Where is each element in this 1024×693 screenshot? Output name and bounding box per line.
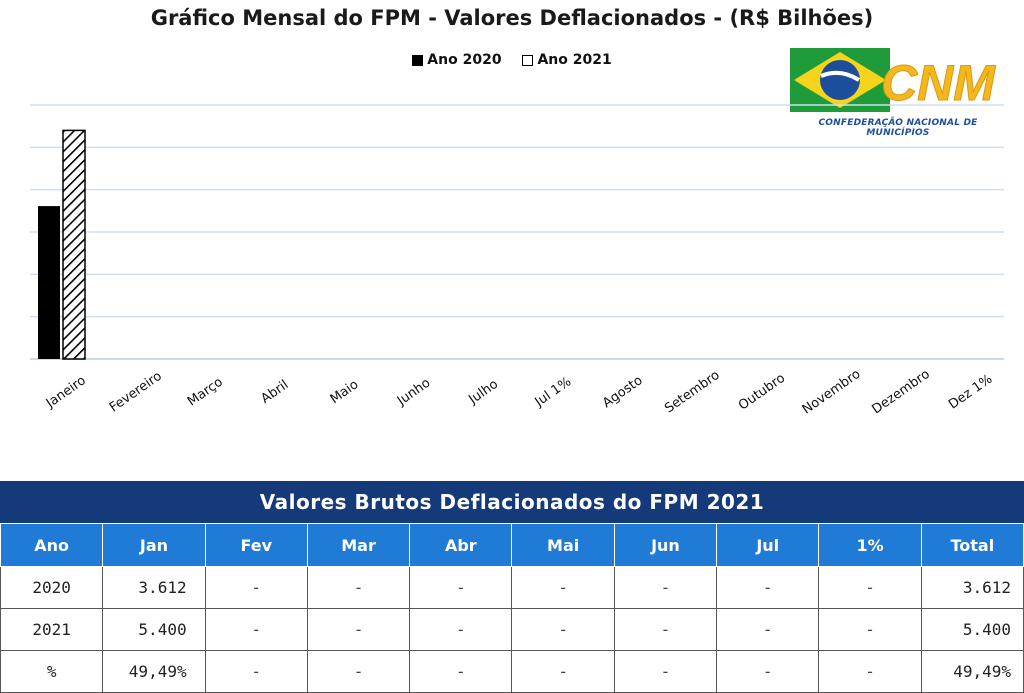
table-cell: - — [716, 566, 820, 609]
table-cell: - — [306, 608, 411, 651]
table-header-jul: Jul — [716, 523, 820, 567]
chart-grid — [30, 104, 1004, 360]
table-header-jun: Jun — [613, 523, 718, 567]
legend-label-2021: Ano 2021 — [537, 52, 612, 68]
table-cell: 3.612 — [920, 566, 1024, 609]
cnm-logo: CNM CONFEDERAÇÃO NACIONAL DE MUNICÍPIOS — [788, 40, 1008, 138]
bar-ano-2021-janeiro — [62, 129, 86, 360]
x-tick-label: Abril — [258, 377, 291, 406]
table-cell: 5.400 — [102, 608, 206, 651]
table-cell: - — [613, 566, 718, 609]
table-cell: - — [306, 650, 411, 693]
table-header-ano: Ano — [0, 523, 104, 567]
flag-band — [820, 70, 861, 82]
cnm-logo-graphic: CNM — [790, 48, 997, 112]
table-cell: 5.400 — [920, 608, 1024, 651]
table-cell: - — [204, 650, 308, 693]
legend-swatch-2020 — [412, 54, 424, 66]
table-header-mai: Mai — [511, 523, 615, 567]
table-title: Valores Brutos Deflacionados do FPM 2021 — [0, 481, 1024, 523]
chart-title: Gráfico Mensal do FPM - Valores Deflacio… — [150, 6, 874, 30]
table-body: 2020 3.612- - - - - - -3.612 2021 5.400- - - - - - -5.4… — [0, 566, 1024, 693]
table-header-row: Ano Jan Fev Mar Abr Mai Jun Jul 1% Total — [0, 523, 1024, 567]
table-cell: - — [511, 566, 615, 609]
table-cell: - — [818, 566, 922, 609]
x-tick-label: Jul 1% — [532, 374, 575, 410]
chart-legend: Ano 2020 Ano 2021 — [0, 52, 1024, 68]
x-tick-label: Janeiro — [43, 373, 89, 412]
x-tick-label: Dezembro — [869, 367, 932, 418]
table-cell: - — [716, 608, 820, 651]
bar-chart: Janeiro Fevereiro Março Abril Maio Junho Julho… — [30, 104, 1004, 418]
chart-bars — [38, 129, 86, 360]
table-row: 2021 5.400- - - - - - -5.400 — [0, 608, 1024, 651]
table-cell: - — [409, 608, 513, 651]
cnm-logo-text: CNM — [881, 55, 996, 111]
table-cell: % — [0, 650, 104, 693]
fpm-values-table: Ano Jan Fev Mar Abr Mai Jun Jul 1% Total 2020 3.61… — [0, 523, 1024, 693]
table-cell: - — [409, 650, 513, 693]
x-tick-label: Setembro — [662, 368, 722, 417]
x-tick-label: Julho — [466, 377, 502, 408]
legend-swatch-2021 — [522, 54, 534, 66]
table-cell: - — [409, 566, 513, 609]
table-header-total: Total — [920, 523, 1024, 567]
x-tick-label: Agosto — [600, 373, 645, 411]
table-cell: - — [511, 608, 615, 651]
table-header-abr: Abr — [409, 523, 513, 567]
table-cell: - — [613, 608, 718, 651]
x-tick-label: Março — [185, 375, 226, 410]
table-row: % 49,49% - - - - - - -49,49% — [0, 650, 1024, 693]
table-row: 2020 3.612- - - - - - -3.612 — [0, 566, 1024, 609]
table-cell: 49,49% — [920, 650, 1024, 693]
table-cell: - — [818, 650, 922, 693]
chart-x-ticks: Janeiro Fevereiro Março Abril Maio Junho Julho… — [43, 367, 995, 418]
bar-ano-2020-janeiro — [38, 206, 60, 359]
x-tick-label: Junho — [394, 375, 433, 409]
table-cell: 3.612 — [102, 566, 206, 609]
table-cell: - — [306, 566, 411, 609]
table-cell: - — [613, 650, 718, 693]
table-cell: - — [716, 650, 820, 693]
table-cell: - — [818, 608, 922, 651]
table-cell: 2020 — [0, 566, 104, 609]
legend-label-2020: Ano 2020 — [427, 52, 502, 68]
x-tick-label: Maio — [328, 377, 362, 407]
table-cell: - — [204, 566, 308, 609]
legend-item-2021: Ano 2021 — [522, 52, 612, 68]
x-tick-label: Novembro — [800, 367, 864, 418]
table-header-1pct: 1% — [818, 523, 922, 567]
table-cell: 2021 — [0, 608, 104, 651]
x-tick-label: Outubro — [736, 371, 788, 414]
cnm-logo-subtitle: CONFEDERAÇÃO NACIONAL DE MUNICÍPIOS — [818, 118, 978, 138]
fpm-table: Valores Brutos Deflacionados do FPM 2021… — [0, 481, 1024, 693]
table-cell: 49,49% — [102, 650, 206, 693]
legend-item-2020: Ano 2020 — [412, 52, 502, 68]
table-cell: - — [204, 608, 308, 651]
table-header-mar: Mar — [306, 523, 411, 567]
table-cell: - — [511, 650, 615, 693]
flag-globe — [820, 60, 860, 100]
x-tick-label: Fevereiro — [107, 369, 165, 416]
x-tick-label: Dez 1% — [946, 372, 995, 413]
table-header-fev: Fev — [204, 523, 308, 567]
table-header-jan: Jan — [102, 523, 206, 567]
